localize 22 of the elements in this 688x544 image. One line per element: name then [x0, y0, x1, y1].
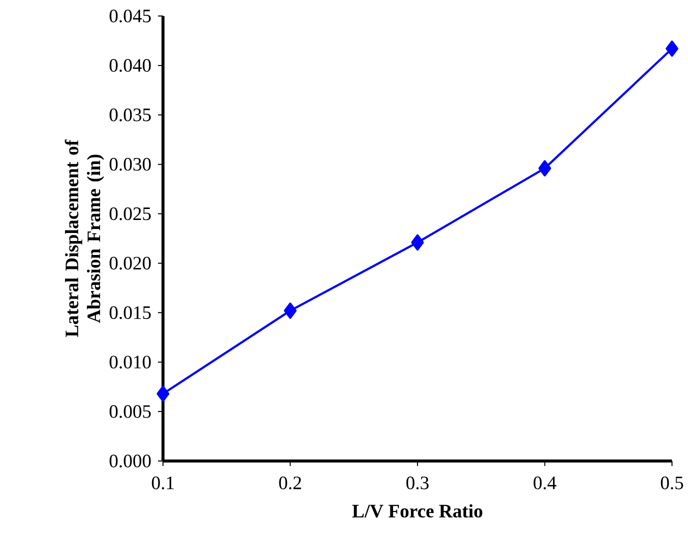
x-tick-label: 0.3: [406, 476, 429, 490]
y-tick-label: 0.020: [110, 256, 151, 270]
y-tick-label: 0.005: [110, 405, 151, 418]
x-tick-label: 0.5: [660, 476, 684, 490]
x-axis-title: L/V Force Ratio: [352, 504, 482, 518]
y-tick-label: 0.045: [110, 10, 151, 22]
x-tick-label: 0.1: [152, 476, 174, 490]
point: [284, 302, 297, 319]
y-tick-label: 0.015: [110, 306, 151, 320]
y-tick-label: 0.025: [110, 207, 151, 220]
y-tick-label: 0.010: [110, 356, 151, 369]
y-tick-label: 0.040: [110, 59, 151, 72]
point: [666, 40, 678, 57]
x-tick-label: 0.4: [534, 476, 556, 490]
y-tick-label: 0.000: [110, 454, 151, 468]
point: [538, 160, 552, 176]
y-tick-label: 0.030: [110, 158, 151, 171]
y-tick-label: 0.035: [110, 108, 151, 122]
point: [411, 234, 424, 251]
x-tick-label: 0.2: [279, 476, 302, 490]
point: [156, 386, 170, 402]
y-axis-title: Lateral Displacement of Abrasion Frame (in): [64, 139, 104, 337]
